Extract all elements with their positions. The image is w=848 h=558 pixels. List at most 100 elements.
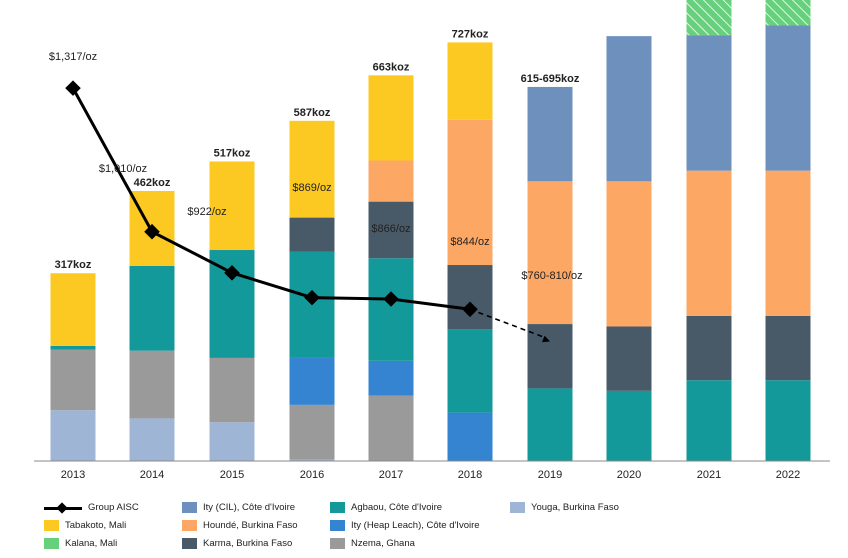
x-tick-label: 2020 — [617, 469, 641, 481]
legend-swatch — [182, 502, 197, 513]
legend-label: Karma, Burkina Faso — [203, 538, 293, 549]
legend-label: Group AISC — [88, 502, 139, 513]
aisc-label: $869/oz — [292, 182, 331, 194]
x-tick-label: 2015 — [220, 469, 244, 481]
legend-item: Houndé, Burkina Faso — [182, 520, 298, 531]
aisc-marker — [224, 265, 240, 281]
legend-label: Tabakoto, Mali — [65, 520, 127, 531]
bar-segment — [289, 459, 335, 461]
bar-total-label: 517koz — [214, 147, 251, 159]
legend-swatch — [510, 502, 525, 513]
bar-segment — [368, 201, 414, 259]
bar-total-label: 587koz — [294, 107, 331, 119]
x-tick-label: 2014 — [140, 469, 164, 481]
line-diamond-icon — [44, 502, 82, 513]
legend-item: Kalana, Mali — [44, 538, 117, 549]
bar-segment — [765, 380, 811, 461]
legend-swatch — [330, 520, 345, 531]
bar-segment — [686, 170, 732, 316]
bar-segment — [129, 418, 175, 461]
x-tick-label: 2017 — [379, 469, 403, 481]
bar-segment — [368, 395, 414, 461]
bar-segment — [765, 315, 811, 381]
bar-segment — [368, 360, 414, 396]
bar-segment — [50, 349, 96, 411]
aisc-line — [71, 87, 471, 311]
bar-segment — [50, 345, 96, 350]
bar-segment — [606, 36, 652, 182]
bar-segment — [209, 422, 255, 461]
aisc-label: $760-810/oz — [521, 270, 582, 282]
x-tick-label: 2019 — [538, 469, 562, 481]
legend-item: Agbaou, Côte d'Ivoire — [330, 502, 442, 513]
bar-segment — [50, 410, 96, 461]
legend-item: Nzema, Ghana — [330, 538, 415, 549]
x-tick-label: 2022 — [776, 469, 800, 481]
bar-segment — [527, 388, 573, 461]
legend-label: Agbaou, Côte d'Ivoire — [351, 502, 443, 513]
legend-swatch — [44, 538, 59, 549]
x-tick-label: 2016 — [300, 469, 324, 481]
bar-total-label: 462koz — [134, 177, 171, 189]
projection-arrowhead — [542, 335, 550, 343]
aisc-marker — [65, 80, 81, 96]
bar-segment — [527, 86, 573, 182]
bar-total-label: 615-695koz — [521, 73, 580, 85]
legend-label: Kalana, Mali — [65, 538, 118, 549]
x-tick-label: 2021 — [697, 469, 721, 481]
bar-segment — [447, 329, 493, 413]
bar-segment — [606, 390, 652, 461]
bar-total-label: 663koz — [373, 61, 410, 73]
bar-segment — [289, 120, 335, 218]
aisc-label: $866/oz — [371, 223, 410, 235]
bar-segment — [686, 35, 732, 171]
bar-segment — [289, 217, 335, 252]
legend-item: Karma, Burkina Faso — [182, 538, 292, 549]
bar-segment — [209, 357, 255, 423]
bar-segment — [368, 160, 414, 202]
bar-segment — [209, 161, 255, 251]
bar-segment — [686, 380, 732, 461]
bar-segment — [606, 181, 652, 327]
legend-item: Youga, Burkina Faso — [510, 502, 619, 513]
aisc-label: $922/oz — [187, 206, 226, 218]
aisc-projection-line — [469, 308, 546, 339]
legend-swatch — [44, 520, 59, 531]
aisc-label: $1,010/oz — [99, 163, 147, 175]
legend-label: Youga, Burkina Faso — [531, 502, 619, 513]
bar-segment — [527, 324, 573, 389]
legend-item: Ity (CIL), Côte d'Ivoire — [182, 502, 295, 513]
bar-segment — [289, 404, 335, 460]
bar-segment — [289, 357, 335, 405]
legend-swatch — [330, 538, 345, 549]
bar-segment — [447, 265, 493, 330]
bar-segment — [447, 42, 493, 120]
bar-segment — [447, 119, 493, 266]
bar-segment — [527, 181, 573, 325]
legend-swatch — [182, 520, 197, 531]
bar-segment — [129, 265, 175, 351]
legend-label: Nzema, Ghana — [351, 538, 415, 549]
bar-segment — [368, 75, 414, 161]
legend-item: Tabakoto, Mali — [44, 520, 126, 531]
bar-segment — [686, 0, 732, 36]
x-tick-label: 2018 — [458, 469, 482, 481]
bar-segment — [447, 412, 493, 461]
bar-segment — [765, 170, 811, 316]
bar-segment — [765, 0, 811, 26]
bar-total-label: 727koz — [452, 28, 489, 40]
aisc-marker — [144, 223, 160, 240]
x-tick-label: 2013 — [61, 469, 85, 481]
legend-swatch — [330, 502, 345, 513]
bar-segment — [765, 25, 811, 171]
legend-swatch — [182, 538, 197, 549]
bar-segment — [606, 326, 652, 391]
bar-total-label: 317koz — [55, 259, 92, 271]
legend-label: Houndé, Burkina Faso — [203, 520, 298, 531]
bar-segment — [368, 258, 414, 361]
bar-segment — [686, 315, 732, 381]
legend-item-group-aisc: Group AISC — [44, 502, 139, 513]
aisc-label: $844/oz — [450, 236, 489, 248]
aisc-label: $1,317/oz — [49, 51, 97, 63]
bar-segment — [50, 273, 96, 346]
